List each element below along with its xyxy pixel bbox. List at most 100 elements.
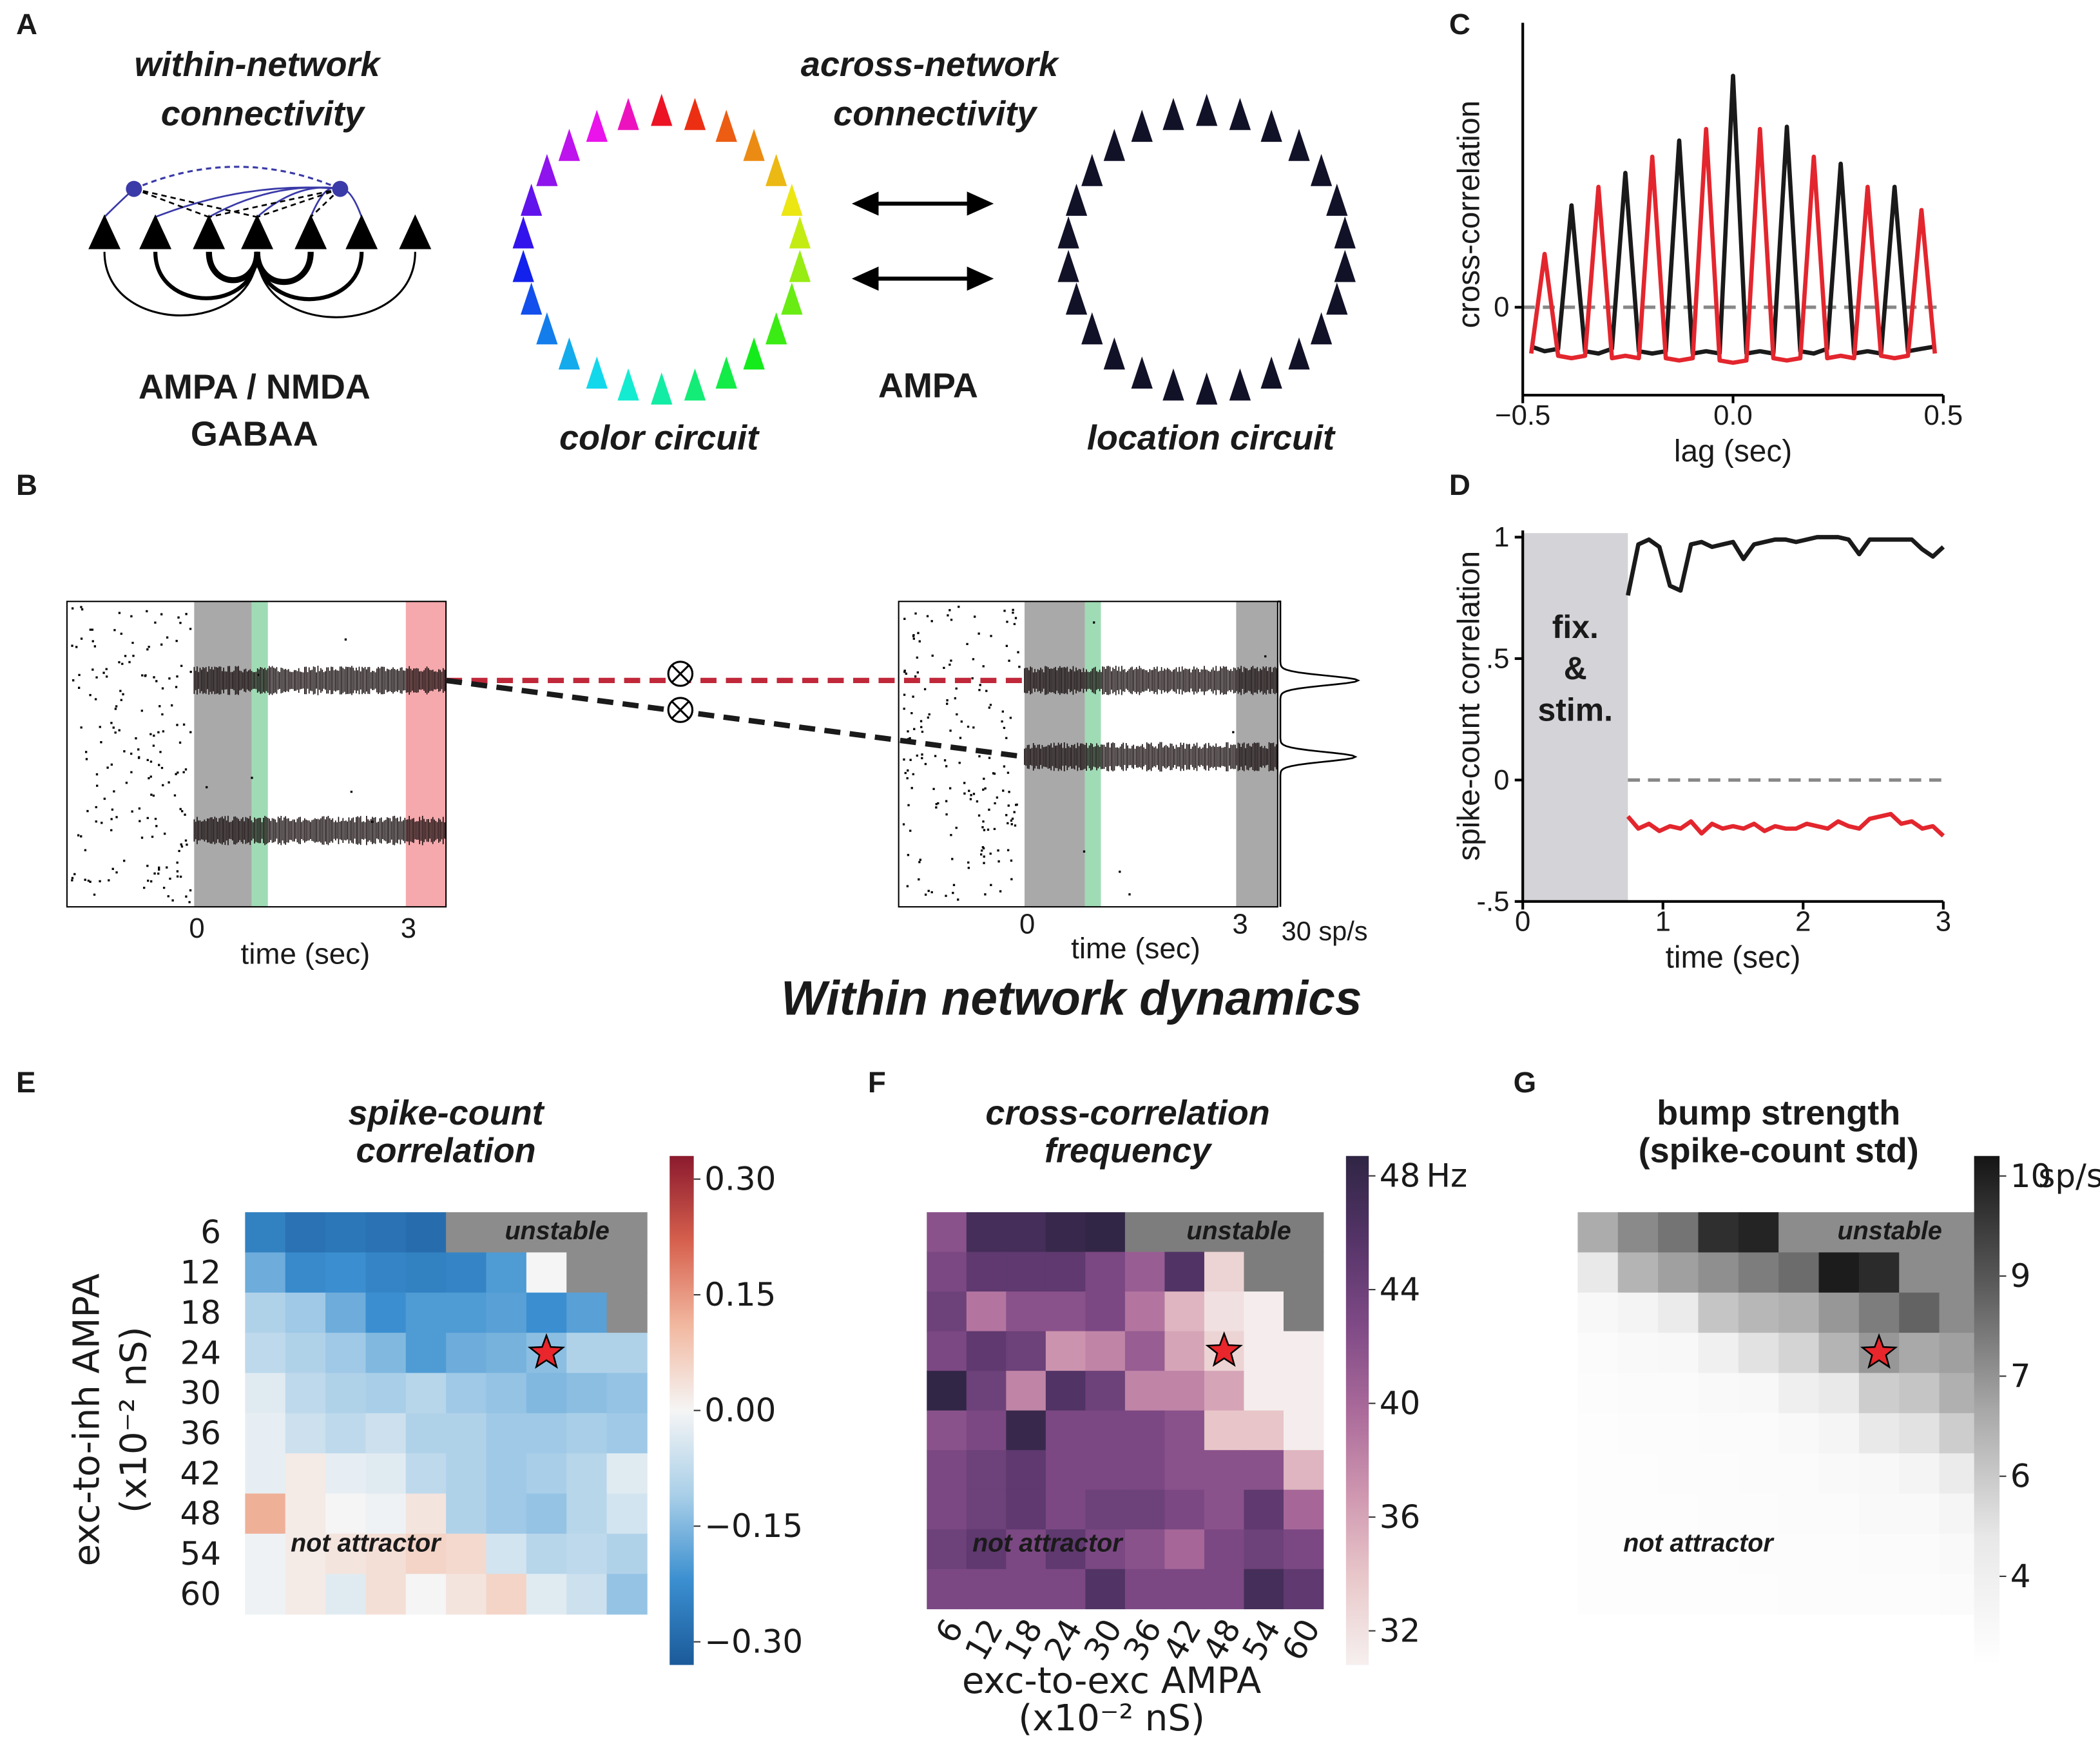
heatmap-cell xyxy=(325,1453,367,1494)
heatmap-cell xyxy=(1085,1212,1126,1253)
diagram-title: within-network xyxy=(135,45,382,84)
heatmap-cell xyxy=(1939,1413,1980,1454)
heatmap-cell xyxy=(1045,1410,1086,1451)
heatmap-cell xyxy=(966,1410,1007,1451)
heatmap-cell xyxy=(1939,1373,1980,1414)
chart-title: frequency xyxy=(1045,1131,1213,1170)
heatmap-cell xyxy=(365,1533,407,1575)
heatmap-cell xyxy=(1164,1410,1205,1451)
panel-label: E xyxy=(16,1066,36,1099)
heatmap-cell xyxy=(1939,1493,1980,1534)
heatmap-cell xyxy=(1939,1453,1980,1494)
neuron xyxy=(294,214,327,249)
heatmap-cell xyxy=(1738,1212,1780,1253)
heatmap-cell xyxy=(405,1252,447,1293)
neuron xyxy=(1288,128,1310,161)
heatmap-cell xyxy=(1738,1453,1780,1494)
neuron xyxy=(586,356,608,389)
x-tick-label: 3 xyxy=(401,913,416,944)
chart-title: cross-correlation xyxy=(985,1094,1269,1132)
bump-raster xyxy=(193,666,445,846)
receptor-label: AMPA xyxy=(878,367,978,405)
heatmap-cell xyxy=(1658,1574,1699,1615)
heatmap-cell xyxy=(1778,1373,1820,1414)
series-line xyxy=(1626,535,1945,596)
y-tick-label: 18 xyxy=(180,1294,220,1331)
heatmap-cell xyxy=(365,1493,407,1534)
neuron xyxy=(1081,153,1103,186)
heatmap-cell xyxy=(1244,1569,1284,1610)
neuron xyxy=(1057,249,1079,282)
y-axis-label: exc-to-inh AMPA xyxy=(66,1273,108,1566)
heatmap-cell xyxy=(1164,1569,1205,1610)
neuron xyxy=(1310,312,1333,345)
heatmap-cell xyxy=(1204,1489,1245,1531)
neuron xyxy=(1065,184,1088,216)
heatmap-cell xyxy=(1283,1371,1324,1411)
colorbar xyxy=(669,1155,694,1665)
excitatory-input xyxy=(133,188,209,218)
y-axis-label: spike-count correlation xyxy=(1452,551,1487,861)
neuron xyxy=(88,214,121,249)
heatmap-cell xyxy=(1577,1333,1619,1374)
heatmap-cell xyxy=(365,1413,407,1454)
heatmap-cell xyxy=(1698,1333,1739,1374)
bump-link xyxy=(445,677,1025,760)
neuron xyxy=(684,368,706,401)
heatmap-cell xyxy=(606,1493,648,1534)
heatmap-cell xyxy=(1006,1489,1046,1531)
heatmap-cell xyxy=(405,1212,447,1253)
heatmap-cell xyxy=(1085,1489,1126,1531)
heatmap-cell xyxy=(927,1331,967,1371)
heatmap-cell xyxy=(1006,1529,1046,1570)
heatmap-cell xyxy=(1818,1333,1860,1374)
neuron xyxy=(399,214,432,249)
neuron xyxy=(1196,372,1218,405)
heatmap-cell xyxy=(1045,1212,1086,1253)
heatmap-cell xyxy=(1085,1569,1126,1610)
heatmap-cell xyxy=(1738,1493,1780,1534)
heatmap-cell xyxy=(325,1252,367,1293)
heatmap-cell xyxy=(1818,1413,1860,1454)
excitatory-connection xyxy=(255,251,364,302)
heatmap-cell xyxy=(1124,1331,1166,1371)
heatmap-cell xyxy=(1085,1331,1126,1371)
x-axis-label: lag (sec) xyxy=(1674,434,1792,469)
heatmap-cell xyxy=(486,1413,527,1454)
heatmap-cell xyxy=(1577,1252,1619,1293)
heatmap-cell xyxy=(1617,1574,1659,1615)
heatmap-cell xyxy=(1658,1212,1699,1253)
receptor-label: GABAA xyxy=(191,414,318,453)
heatmap-cell xyxy=(1858,1373,1900,1414)
heatmap-cell xyxy=(1617,1333,1659,1374)
y-tick-label: 0 xyxy=(1494,291,1509,323)
heatmap-cell xyxy=(927,1252,967,1292)
excitatory-connection xyxy=(103,251,258,316)
heatmap-cell xyxy=(285,1533,326,1575)
neuron xyxy=(766,312,787,345)
x-tick-label: −0.5 xyxy=(1495,400,1550,431)
rate-profile xyxy=(1277,600,1360,907)
heatmap-cell xyxy=(1818,1252,1860,1293)
unstable-cell xyxy=(1858,1212,1900,1253)
heatmap-cell xyxy=(1858,1292,1900,1333)
heatmap-cell xyxy=(526,1574,568,1615)
heatmap-cell xyxy=(1658,1493,1699,1534)
heatmap-cell xyxy=(1698,1453,1739,1494)
heatmap-cell xyxy=(405,1453,447,1494)
unstable-cell xyxy=(566,1212,608,1253)
unstable-cell xyxy=(1818,1212,1860,1253)
heatmap-cell xyxy=(285,1413,326,1454)
neuron xyxy=(1103,337,1125,370)
neuron xyxy=(558,337,581,370)
x-tick-label: 0.0 xyxy=(1713,400,1753,431)
panel-label: B xyxy=(16,469,37,501)
heatmap-cell xyxy=(365,1453,407,1494)
y-axis-label: cross-correlation xyxy=(1452,101,1487,328)
epoch-shade xyxy=(251,601,268,907)
heatmap-cell xyxy=(285,1292,326,1333)
heatmap-cell xyxy=(1006,1331,1046,1371)
heatmap-cell xyxy=(966,1331,1007,1371)
excitatory-connection xyxy=(153,251,260,300)
excitatory-input xyxy=(310,188,341,218)
